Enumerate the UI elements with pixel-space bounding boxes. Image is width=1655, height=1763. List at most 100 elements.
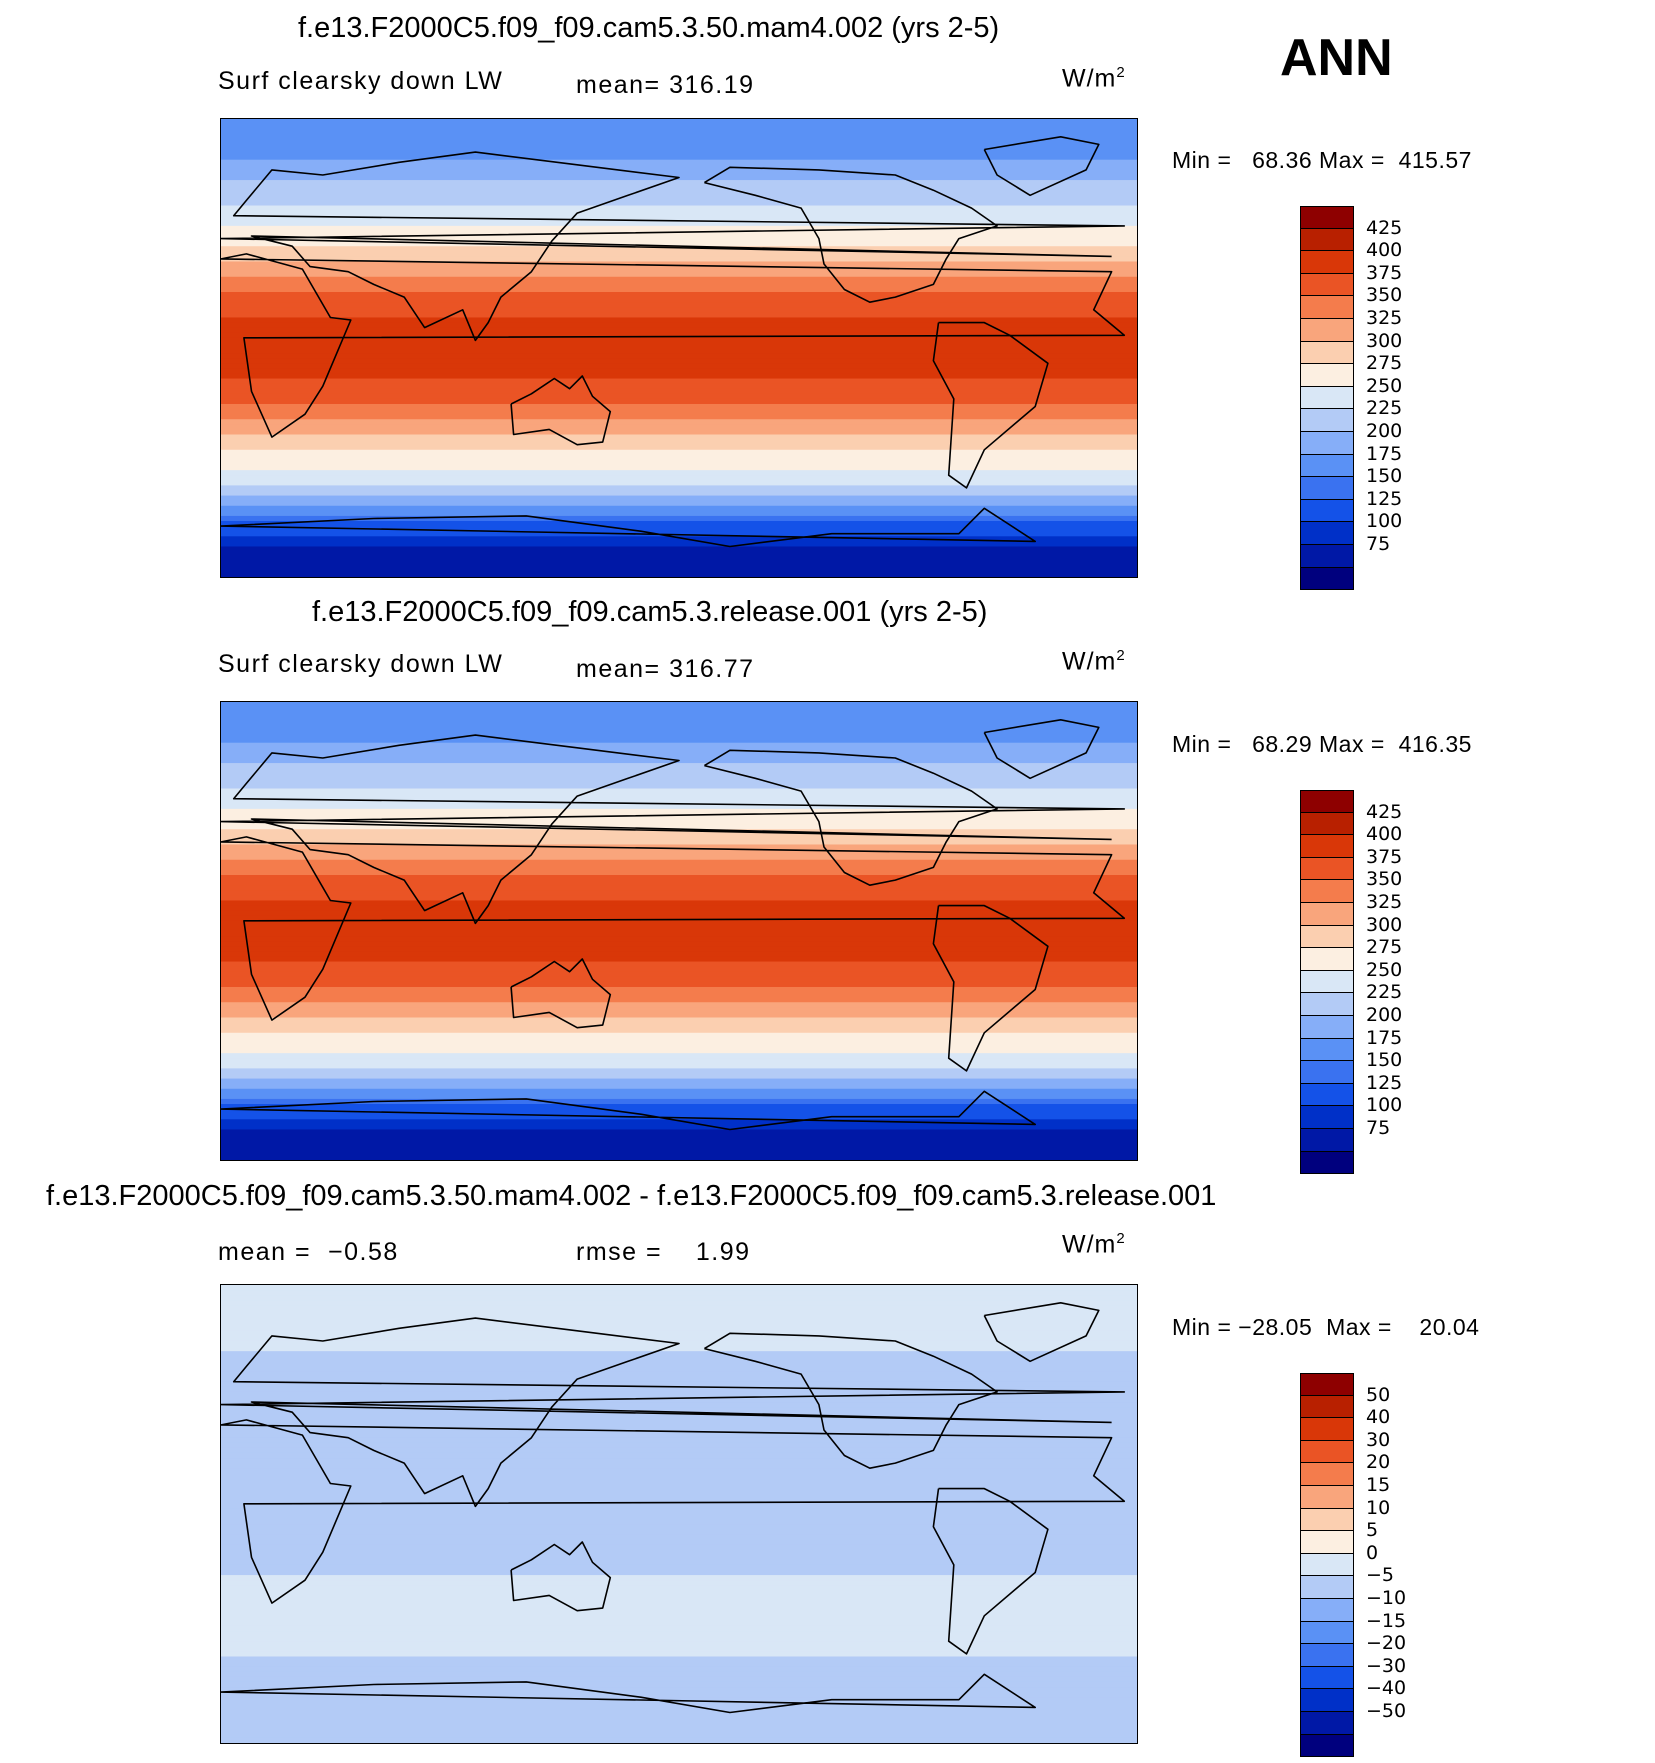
colorbar-tick-label: 400 <box>1366 239 1403 262</box>
zonal-band <box>221 271 1137 278</box>
colorbar-swatch <box>1300 1599 1354 1622</box>
zonal-band <box>221 149 1137 156</box>
panel2-units-exp: 2 <box>1116 647 1126 664</box>
zonal-band <box>221 1083 1137 1090</box>
zonal-band <box>221 859 1137 866</box>
panel3-title: f.e13.F2000C5.f09_f09.cam5.3.50.mam4.002… <box>46 1180 1217 1212</box>
panel3-colorbar: 50 40 30 20 15 10 5 0 −5 −10 −15 −20 −30 −40 −50 <box>1300 1373 1420 1758</box>
zonal-band <box>221 1134 1137 1141</box>
zonal-band <box>221 1371 1137 1378</box>
zonal-band <box>221 1722 1137 1729</box>
zonal-band <box>221 566 1137 573</box>
zonal-band <box>221 1503 1137 1510</box>
zonal-band <box>221 1356 1137 1362</box>
zonal-band <box>221 388 1137 395</box>
zonal-band <box>221 1149 1137 1156</box>
zonal-band <box>221 1381 1137 1388</box>
zonal-band <box>221 541 1137 548</box>
panel2-units: W/m2 <box>1062 647 1126 676</box>
panel3-mean-label: mean = <box>218 1238 312 1266</box>
zonal-band <box>221 1478 1137 1485</box>
north-america-outline <box>703 1332 998 1469</box>
zonal-band <box>221 1032 1137 1039</box>
zonal-band <box>221 1702 1137 1708</box>
zonal-band <box>221 1625 1137 1632</box>
colorbar-tick-label: 425 <box>1366 800 1403 823</box>
zonal-band <box>221 200 1137 207</box>
zonal-band <box>221 783 1137 790</box>
zonal-band <box>221 1564 1137 1571</box>
colorbar-tick-label: 300 <box>1366 913 1403 936</box>
zonal-band <box>221 342 1137 349</box>
zonal-band <box>221 727 1137 734</box>
zonal-band <box>221 1346 1137 1352</box>
zonal-band <box>221 220 1137 227</box>
panel1-map <box>220 118 1138 578</box>
zonal-band <box>221 424 1137 431</box>
zonal-band <box>221 454 1137 461</box>
zonal-band <box>221 1088 1137 1095</box>
antarctica-outline <box>221 1673 1037 1714</box>
australia-outline <box>510 1541 612 1612</box>
australia-outline <box>510 958 612 1029</box>
zonal-band <box>221 1473 1137 1479</box>
zonal-band <box>221 763 1137 769</box>
panel3-rmse: rmse = 1.99 <box>576 1238 751 1267</box>
colorbar-swatch <box>1300 1373 1354 1396</box>
zonal-band <box>221 556 1137 563</box>
colorbar-tick-label: 150 <box>1366 1049 1403 1072</box>
zonal-band <box>221 1656 1137 1663</box>
zonal-band <box>221 358 1137 364</box>
zonal-band <box>221 215 1137 222</box>
zonal-band <box>221 1707 1137 1714</box>
panel3-rmse-value: 1.99 <box>695 1238 751 1266</box>
zonal-band <box>221 1285 1137 1291</box>
zonal-band <box>221 1600 1137 1607</box>
zonal-band <box>221 839 1137 846</box>
zonal-band <box>221 297 1137 303</box>
panel3-units: W/m2 <box>1062 1230 1126 1259</box>
panel1-minmax: Min = 68.36 Max = 415.57 <box>1172 147 1472 174</box>
zonal-band <box>221 276 1137 283</box>
panel2-min-label: Min = <box>1172 731 1232 757</box>
colorbar-swatch <box>1300 857 1354 881</box>
zonal-band <box>221 854 1137 861</box>
panel3-mean: mean = −0.58 <box>218 1238 399 1267</box>
colorbar-swatch <box>1300 835 1354 858</box>
zonal-band <box>221 768 1137 774</box>
colorbar-tick-label: 350 <box>1366 284 1403 307</box>
colorbar-tick-label: 200 <box>1366 420 1403 442</box>
eurasia-outline <box>221 1317 1126 1508</box>
colorbar-frame <box>1300 206 1354 591</box>
season-label: ANN <box>1280 29 1393 87</box>
panel1-min-label: Min = <box>1172 147 1232 173</box>
colorbar-swatch <box>1300 319 1354 342</box>
zonal-band <box>221 1376 1137 1383</box>
zonal-band <box>221 1058 1137 1064</box>
colorbar-swatch <box>1300 1576 1354 1599</box>
panel1-units: W/m2 <box>1062 64 1126 93</box>
zonal-band <box>221 195 1137 202</box>
zonal-band <box>221 981 1137 988</box>
panel2-colorbar: 425 400 375 350 325 300 275 250 225 200 175 150 125 1… <box>1300 790 1420 1175</box>
colorbar-swatch <box>1300 1016 1354 1039</box>
north-america-outline <box>703 749 998 886</box>
zonal-band <box>221 383 1137 390</box>
panel1-max-value: 415.57 <box>1398 147 1472 173</box>
zonal-band <box>221 180 1137 186</box>
zonal-band <box>221 475 1137 481</box>
zonal-band <box>221 281 1137 288</box>
zonal-band <box>221 829 1137 835</box>
zonal-band <box>221 1048 1137 1054</box>
colorbar-tick-label: 10 <box>1366 1496 1391 1519</box>
zonal-band <box>221 1595 1137 1602</box>
zonal-band <box>221 348 1137 354</box>
panel2-minmax: Min = 68.29 Max = 416.35 <box>1172 731 1472 758</box>
zonal-band <box>221 1737 1137 1743</box>
zonal-band <box>221 1483 1137 1490</box>
zonal-band <box>221 773 1137 779</box>
zonal-band <box>221 368 1137 375</box>
zonal-band <box>221 124 1137 130</box>
colorbar-tick-label: 225 <box>1366 397 1403 420</box>
zonal-band <box>221 1514 1137 1520</box>
